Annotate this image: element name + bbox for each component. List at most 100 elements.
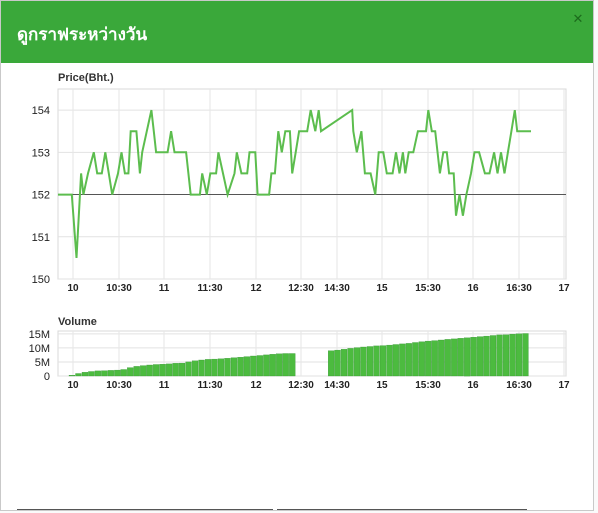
volume-bar	[366, 346, 374, 377]
volume-bar	[509, 333, 516, 377]
volume-bar	[269, 354, 276, 377]
volume-bar	[107, 370, 114, 377]
volume-bar	[340, 349, 348, 377]
volume-bar	[114, 369, 121, 377]
volume-x-tick-label: 10	[67, 380, 79, 391]
volume-bar	[94, 370, 101, 377]
volume-chart-title: Volume	[58, 316, 97, 328]
price-x-tick-label: 16	[467, 283, 479, 294]
volume-bar	[405, 343, 412, 377]
volume-bar	[178, 362, 186, 377]
volume-bar	[515, 333, 523, 377]
volume-x-tick-label: 11:30	[197, 380, 222, 391]
close-icon[interactable]: ✕	[572, 12, 584, 27]
volume-bar	[373, 345, 380, 377]
volume-x-tick-label: 12	[250, 380, 262, 391]
volume-bar	[276, 353, 283, 377]
price-y-tick-label: 151	[32, 232, 50, 244]
volume-bar	[198, 359, 205, 377]
dialog-header: ดูกราฟระหว่างวัน ✕	[1, 1, 593, 63]
volume-bar	[334, 349, 341, 377]
price-y-tick-label: 154	[32, 105, 50, 117]
volume-bar	[146, 364, 153, 377]
volume-x-tick-label: 11	[159, 380, 170, 391]
volume-bar	[217, 358, 225, 377]
volume-x-tick-label: 15:30	[415, 380, 441, 391]
volume-bar	[185, 361, 192, 377]
volume-x-tick-label: 16	[467, 380, 479, 391]
volume-bar	[237, 357, 244, 377]
volume-chart: Volume 15M 10M 5M 0 10 10:30 11 11:30 12 12:30 14:3…	[29, 316, 570, 391]
volume-bar	[399, 343, 406, 377]
volume-y-tick-label: 5M	[35, 357, 50, 369]
price-x-tick-label: 15	[376, 283, 388, 294]
volume-bar	[224, 358, 231, 377]
price-line-series	[58, 108, 531, 258]
volume-bar	[386, 344, 393, 377]
volume-bar	[489, 335, 497, 377]
volume-bar	[120, 369, 127, 377]
volume-bar	[328, 350, 335, 377]
volume-x-tick-label: 17	[558, 380, 570, 391]
price-x-tick-label: 11	[159, 283, 170, 294]
price-x-tick-label: 10:30	[106, 283, 132, 294]
price-chart: Price(Bht.) 150 151 152 153 154 10 10:30 11 11:30…	[32, 72, 570, 294]
footer-divider-right	[277, 509, 527, 510]
volume-bar	[68, 375, 76, 377]
volume-bar	[522, 333, 529, 377]
volume-x-tick-label: 10:30	[106, 380, 132, 391]
price-x-tick-label: 12:30	[288, 283, 314, 294]
volume-bar	[431, 340, 438, 377]
volume-bar	[282, 353, 289, 377]
volume-x-tick-label: 12:30	[288, 380, 314, 391]
volume-x-tick-label: 16:30	[506, 380, 532, 391]
price-x-tick-label: 15:30	[415, 283, 441, 294]
volume-bar	[360, 346, 367, 377]
volume-bar	[477, 336, 484, 377]
price-x-tick-label: 16:30	[506, 283, 532, 294]
volume-bar	[127, 367, 134, 377]
price-chart-title: Price(Bht.)	[58, 72, 114, 84]
volume-bar	[75, 373, 82, 377]
volume-y-tick-label: 10M	[29, 343, 50, 355]
price-x-tick-label: 14:30	[324, 283, 350, 294]
volume-bar	[418, 341, 425, 377]
volume-bar	[243, 356, 250, 377]
price-y-tick-label: 150	[32, 274, 50, 286]
volume-bar	[425, 340, 432, 377]
volume-bar	[211, 358, 218, 377]
volume-bar	[464, 337, 471, 377]
volume-y-tick-label: 0	[44, 371, 50, 383]
volume-bar	[438, 339, 445, 377]
volume-bar	[412, 342, 419, 377]
price-y-tick-label: 152	[32, 190, 50, 202]
volume-bar	[191, 360, 199, 377]
volume-bar	[353, 347, 361, 377]
volume-y-tick-label: 15M	[29, 329, 50, 341]
volume-bar	[496, 334, 503, 377]
volume-bar	[204, 359, 212, 377]
dialog-title: ดูกราฟระหว่างวัน	[17, 25, 148, 45]
volume-bar	[101, 370, 108, 377]
volume-bar	[230, 357, 238, 377]
volume-bar	[256, 355, 263, 377]
volume-x-tick-label: 15	[376, 380, 388, 391]
volume-bar	[392, 344, 399, 377]
volume-bar	[263, 354, 270, 377]
volume-bar	[250, 355, 257, 377]
footer-divider-left	[17, 509, 273, 510]
volume-bar	[88, 371, 95, 377]
volume-bar	[153, 364, 160, 377]
price-x-tick-label: 12	[250, 283, 262, 294]
volume-bar	[379, 345, 387, 377]
volume-bar	[81, 372, 89, 377]
volume-bar	[166, 363, 173, 377]
volume-bar	[172, 363, 179, 377]
volume-bar	[457, 338, 464, 377]
volume-bar	[470, 337, 477, 377]
volume-bar	[451, 338, 458, 377]
price-x-tick-label: 10	[67, 283, 79, 294]
volume-bar	[502, 334, 510, 377]
